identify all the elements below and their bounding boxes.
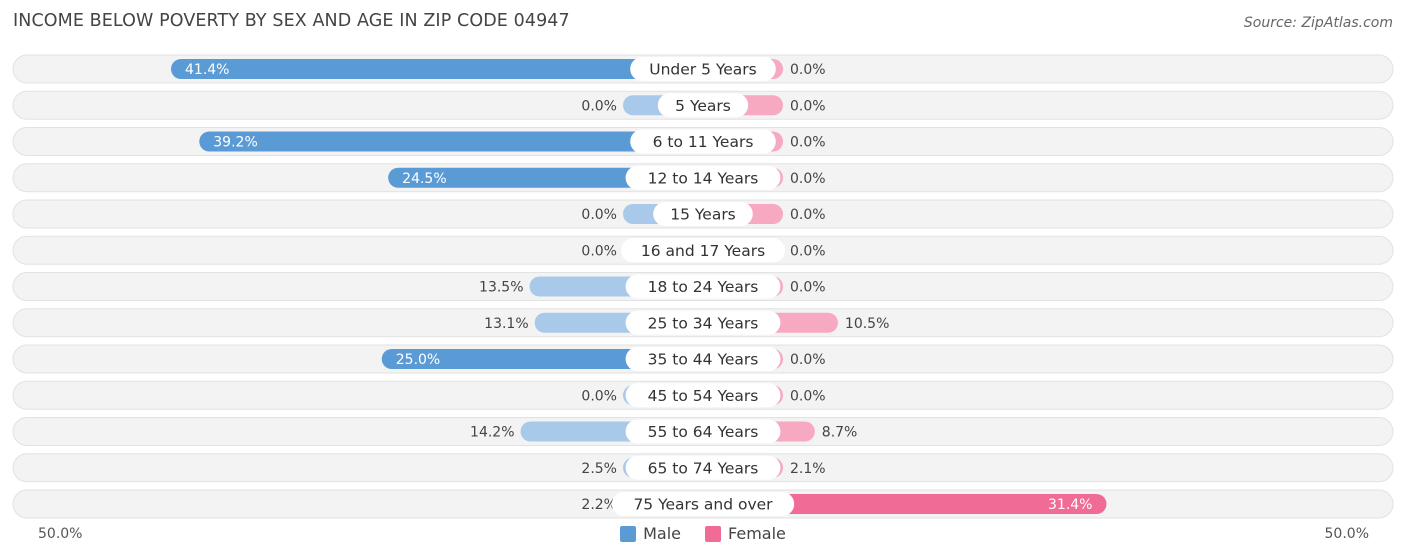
category-pill	[625, 310, 781, 335]
category-label: 12 to 14 Years	[648, 169, 759, 187]
male-value-label: 25.0%	[396, 352, 440, 368]
category-pill	[625, 347, 781, 371]
male-value-label: 0.0%	[581, 207, 617, 223]
category-label: 15 Years	[670, 206, 736, 224]
female-swatch	[705, 525, 722, 542]
category-label: 35 to 44 Years	[648, 351, 759, 369]
category-pill	[625, 419, 781, 444]
category-label: 18 to 24 Years	[648, 278, 759, 296]
category-pill	[653, 202, 753, 226]
male-value-label: 13.1%	[484, 316, 528, 332]
female-value-label: 0.0%	[790, 280, 826, 296]
female-value-label: 31.4%	[1048, 497, 1092, 513]
female-bar	[703, 494, 1107, 514]
female-value-label: 0.0%	[790, 352, 826, 368]
category-pill	[621, 238, 785, 263]
category-pill	[657, 93, 749, 118]
female-value-label: 10.5%	[845, 316, 889, 332]
legend: Male Female	[0, 524, 1406, 543]
male-value-label: 0.0%	[581, 98, 617, 114]
male-bar	[199, 131, 703, 152]
female-value-label: 0.0%	[790, 62, 826, 78]
female-value-label: 0.0%	[790, 135, 826, 151]
male-value-label: 0.0%	[581, 388, 617, 404]
axis-right-label: 50.0%	[1324, 526, 1369, 542]
category-pill	[630, 129, 776, 154]
male-value-label: 39.2%	[213, 135, 257, 151]
category-label: 16 and 17 Years	[641, 242, 765, 260]
category-pill	[630, 57, 776, 81]
male-value-label: 41.4%	[185, 62, 229, 78]
category-label: 25 to 34 Years	[648, 314, 759, 332]
category-label: 45 to 54 Years	[648, 387, 759, 405]
category-label: 55 to 64 Years	[648, 423, 759, 441]
category-label: 5 Years	[675, 97, 731, 115]
category-label: 75 Years and over	[633, 496, 773, 514]
female-value-label: 0.0%	[790, 171, 826, 187]
category-label: 65 to 74 Years	[648, 459, 759, 477]
chart-title: INCOME BELOW POVERTY BY SEX AND AGE IN Z…	[13, 11, 570, 31]
category-label: Under 5 Years	[649, 61, 757, 79]
legend-female-label: Female	[728, 524, 786, 543]
category-pill	[625, 274, 781, 299]
male-value-label: 2.5%	[581, 461, 617, 477]
legend-item-female: Female	[705, 524, 786, 543]
male-value-label: 24.5%	[402, 171, 446, 187]
male-swatch	[620, 525, 637, 542]
male-bar	[388, 167, 703, 188]
axis-left-label: 50.0%	[38, 526, 83, 542]
male-value-label: 13.5%	[479, 280, 523, 296]
male-value-label: 0.0%	[581, 243, 617, 259]
female-value-label: 0.0%	[790, 98, 826, 114]
category-label: 6 to 11 Years	[653, 133, 754, 151]
source-note: Source: ZipAtlas.com	[1243, 15, 1393, 31]
female-value-label: 0.0%	[790, 243, 826, 259]
female-value-label: 2.1%	[790, 461, 826, 477]
category-pill	[625, 383, 781, 408]
category-pill	[625, 165, 781, 190]
category-pill	[625, 455, 781, 480]
male-bar	[171, 59, 703, 79]
female-value-label: 0.0%	[790, 388, 826, 404]
male-value-label: 14.2%	[470, 425, 514, 441]
category-pill	[611, 492, 795, 516]
male-value-label: 2.2%	[581, 497, 617, 513]
male-bar	[381, 349, 703, 369]
female-value-label: 8.7%	[822, 425, 858, 441]
legend-item-male: Male	[620, 524, 681, 543]
diverging-bar-chart: 41.4% 0.0% Under 5 Years 0.0% 0.0% 5 Years 39.…	[12, 54, 1394, 519]
legend-male-label: Male	[643, 524, 682, 543]
female-value-label: 0.0%	[790, 207, 826, 223]
